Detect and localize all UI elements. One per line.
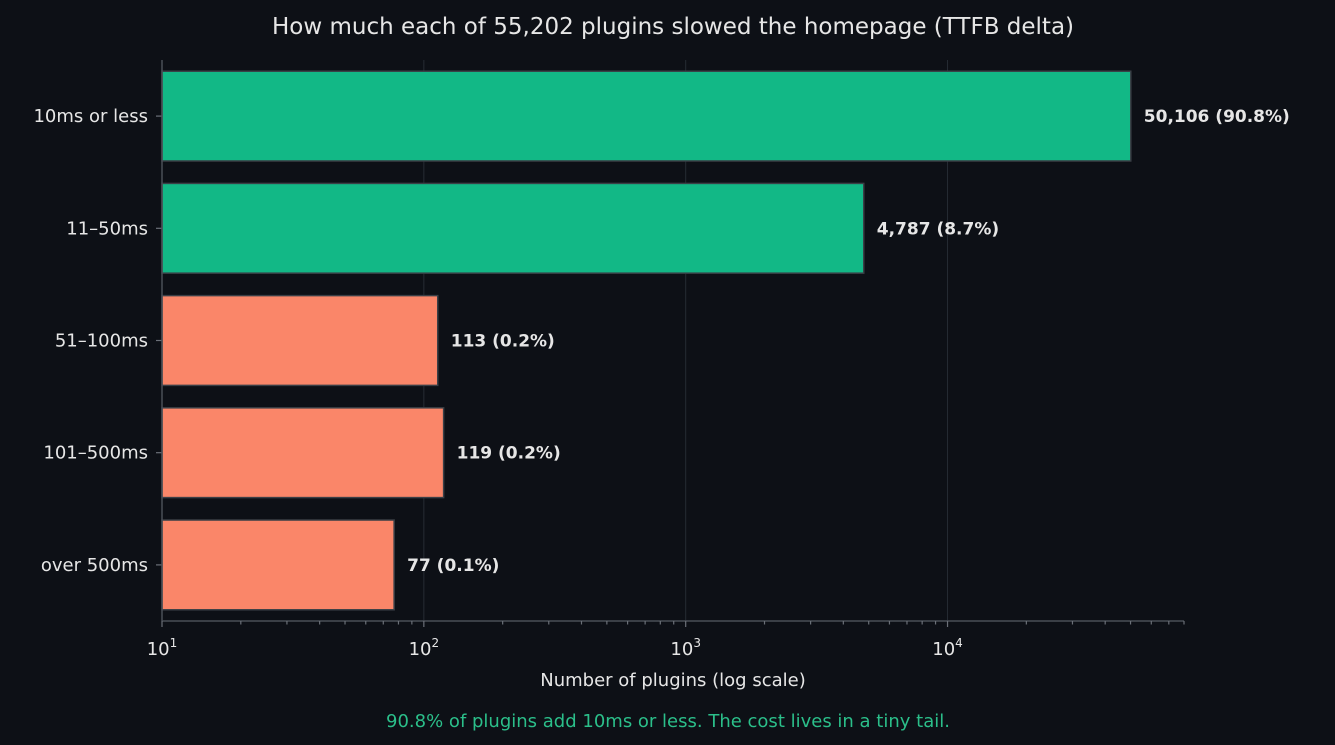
data-label-0: 50,106 (90.8%) (1144, 107, 1290, 127)
category-labels: 10ms or less 11–50ms 51–100ms 101–500ms over… (33, 106, 148, 576)
category-label-0: 10ms or less (33, 106, 148, 127)
bar-4 (161, 519, 395, 611)
bar-0 (161, 70, 1132, 162)
axes (156, 60, 1185, 627)
x-tick-label-2: 103 (670, 636, 701, 660)
x-tick-exponent-1: 2 (431, 636, 439, 650)
x-tick-base-3: 10 (932, 639, 955, 660)
category-label-3: 101–500ms (43, 443, 148, 464)
x-tick-labels: 101 102 103 104 (147, 636, 963, 660)
x-tick-exponent-2: 3 (693, 636, 701, 650)
data-labels: 50,106 (90.8%) 4,787 (8.7%) 113 (0.2%) 119 … (407, 107, 1290, 576)
x-tick-base-1: 10 (409, 639, 432, 660)
category-label-2: 51–100ms (55, 331, 148, 352)
data-label-2: 113 (0.2%) (451, 332, 555, 352)
x-tick-label-1: 102 (409, 636, 440, 660)
x-tick-exponent-3: 4 (955, 636, 963, 650)
bar-3 (161, 407, 445, 499)
bar-1 (161, 182, 865, 274)
x-tick-base-2: 10 (670, 639, 693, 660)
x-tick-base-0: 10 (147, 639, 170, 660)
data-label-4: 77 (0.1%) (407, 556, 499, 576)
data-label-3: 119 (0.2%) (457, 444, 561, 464)
category-label-1: 11–50ms (66, 218, 148, 239)
x-tick-exponent-0: 1 (170, 636, 178, 650)
x-tick-label-0: 101 (147, 636, 178, 660)
x-axis-label: Number of plugins (log scale) (540, 670, 805, 691)
data-label-1: 4,787 (8.7%) (877, 219, 999, 239)
bars (161, 70, 1132, 611)
x-tick-label-3: 104 (932, 636, 963, 660)
category-label-4: over 500ms (41, 555, 148, 576)
bar-2 (161, 294, 439, 387)
chart-title: How much each of 55,202 plugins slowed t… (272, 14, 1074, 40)
chart-footnote: 90.8% of plugins add 10ms or less. The c… (386, 711, 950, 732)
